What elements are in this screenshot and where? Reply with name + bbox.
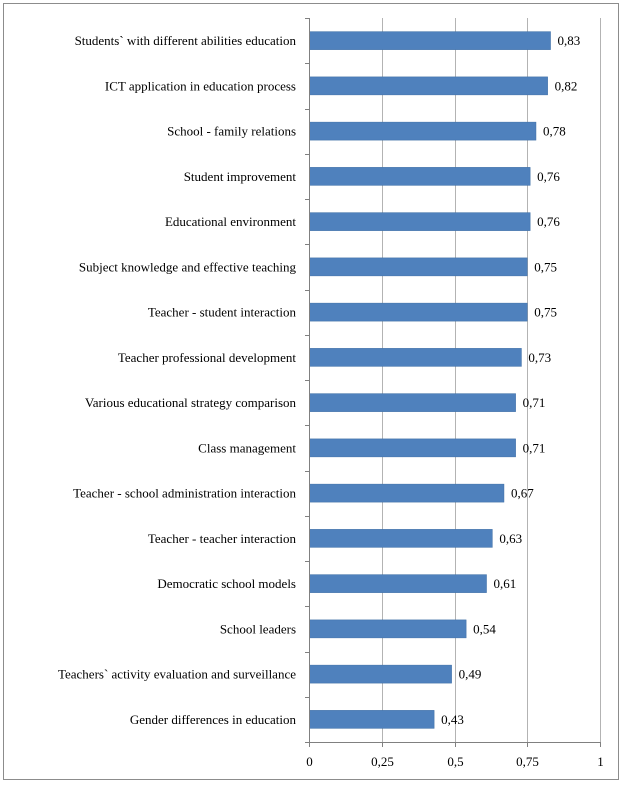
category-label: Students` with different abilities educa… (75, 33, 297, 48)
bar (309, 393, 516, 412)
data-label: 0,67 (511, 486, 534, 501)
data-label: 0,75 (534, 305, 557, 320)
bar (309, 619, 467, 639)
bar (309, 529, 493, 548)
bar (309, 302, 528, 322)
data-label: 0,54 (473, 621, 496, 636)
axes (305, 18, 601, 747)
category-label: Gender differences in education (130, 712, 297, 727)
category-label: Educational environment (165, 214, 296, 229)
category-label: Subject knowledge and effective teaching (79, 259, 297, 274)
category-label: School leaders (220, 621, 296, 636)
category-label: Class management (198, 440, 296, 455)
category-label: School - family relations (167, 124, 296, 139)
x-tick-label: 0,5 (447, 754, 463, 769)
category-label: ICT application in education process (105, 78, 296, 93)
data-label: 0,76 (537, 169, 560, 184)
data-label: 0,73 (528, 350, 551, 365)
bar (309, 31, 551, 50)
category-label: Teacher - school administration interact… (73, 486, 296, 501)
bar (309, 438, 516, 458)
data-label: 0,83 (558, 33, 581, 48)
data-label: 0,78 (543, 124, 566, 139)
data-label: 0,61 (494, 576, 517, 591)
category-label: Teacher professional development (118, 350, 297, 365)
bar (309, 574, 487, 593)
data-label: 0,49 (459, 667, 482, 682)
data-label: 0,71 (523, 440, 546, 455)
category-label: Various educational strategy comparison (85, 395, 297, 410)
data-label: 0,75 (534, 259, 557, 274)
data-label: 0,71 (523, 395, 546, 410)
category-label: Democratic school models (157, 576, 296, 591)
x-tick-label: 1 (597, 754, 604, 769)
bar (309, 483, 505, 503)
bar (309, 121, 537, 141)
category-label: Teacher - student interaction (148, 305, 297, 320)
bar (309, 710, 435, 729)
data-label: 0,63 (499, 531, 522, 546)
data-label: 0,76 (537, 214, 560, 229)
bar (309, 257, 528, 277)
data-label: 0,43 (441, 712, 464, 727)
labels: Students` with different abilities educa… (58, 33, 604, 769)
category-label: Teacher - teacher interaction (148, 531, 297, 546)
category-label: Student improvement (184, 169, 297, 184)
bar (309, 76, 548, 96)
x-tick-label: 0 (306, 754, 313, 769)
x-tick-label: 0,75 (516, 754, 539, 769)
category-label: Teachers` activity evaluation and survei… (58, 667, 296, 682)
x-tick-label: 0,25 (371, 754, 394, 769)
bar (309, 212, 531, 231)
bars (309, 31, 551, 729)
bar (309, 348, 522, 367)
bar (309, 664, 452, 684)
data-label: 0,82 (555, 78, 578, 93)
bar (309, 167, 531, 186)
